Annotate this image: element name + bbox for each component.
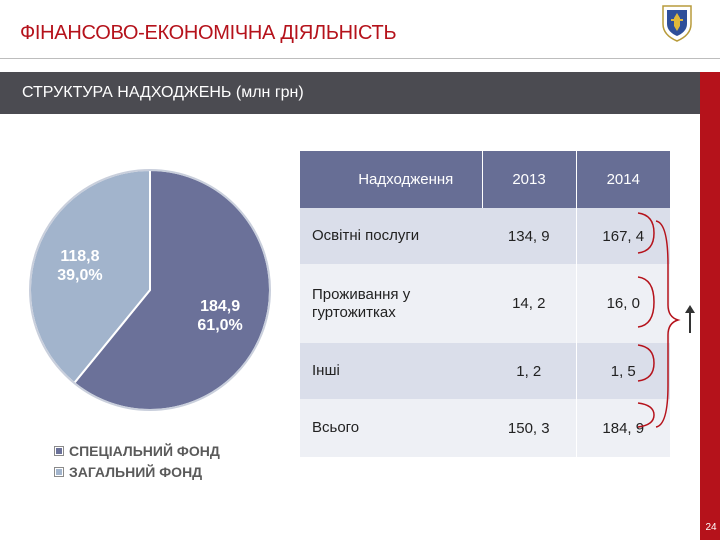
slice-percent-label: 61,0% [197,317,242,334]
table-row: Проживання у гуртожитках 14, 2 16, 0 [300,264,670,343]
page-title: ФІНАНСОВО-ЕКОНОМІЧНА ДІЯЛЬНІСТЬ [20,22,397,44]
column-header-2014: 2014 [575,151,670,208]
column-header-2013: 2013 [481,151,576,208]
university-emblem-icon [662,5,692,42]
legend-label-general: ЗАГАЛЬНИЙ ФОНД [69,463,203,480]
revenue-table: Надходження 2013 2014 Освітні послуги 13… [300,151,670,457]
row-label: Всього [300,399,482,457]
growth-annotation [637,212,695,428]
row-bracket-revenue [637,212,655,254]
row-bracket-dormitory [637,276,655,328]
row-label: Інші [300,343,482,399]
legend-item-special-fund: СПЕЦІАЛЬНИЙ ФОНД [54,440,220,461]
value-2013: 134, 9 [482,208,576,264]
legend-label-special: СПЕЦІАЛЬНИЙ ФОНД [69,442,220,459]
section-title: СТРУКТУРА НАДХОДЖЕНЬ (млн грн) [22,84,304,101]
value-2013: 150, 3 [482,399,576,457]
section-banner: СТРУКТУРА НАДХОДЖЕНЬ (млн грн) [0,72,700,114]
column-header-revenue: Надходження [300,151,482,208]
row-bracket-other [637,344,655,382]
legend-swatch-special [54,445,64,456]
summary-brace [655,220,681,428]
value-2014: 184, 9 [575,399,670,457]
value-2013: 1, 2 [482,343,576,399]
row-label: Проживання у гуртожитках [300,264,482,343]
row-bracket-total [637,402,655,428]
table-header-row: Надходження 2013 2014 [300,151,670,208]
pie-chart: 184,9 61,0% 118,8 39,0% [29,168,271,411]
table-row: Всього 150, 3 184, 9 [300,399,670,457]
value-2014: 1, 5 [575,343,670,399]
legend-swatch-general [54,466,64,477]
table-row: Освітні послуги 134, 9 167, 4 [300,208,670,264]
side-accent-bar [700,72,720,540]
chart-legend: СПЕЦІАЛЬНИЙ ФОНД ЗАГАЛЬНИЙ ФОНД [54,440,220,482]
table-row: Інші 1, 2 1, 5 [300,343,670,399]
slice-value-label: 184,9 [200,298,240,315]
value-2013: 14, 2 [482,264,576,343]
row-label: Освітні послуги [300,208,482,264]
page-number: 24 [705,522,717,533]
up-arrow-icon [685,305,695,333]
slice-percent-label: 39,0% [57,267,102,284]
title-divider [0,58,720,59]
legend-item-general-fund: ЗАГАЛЬНИЙ ФОНД [54,461,220,482]
pie-rim [29,169,271,411]
slice-value-label: 118,8 [60,248,99,265]
